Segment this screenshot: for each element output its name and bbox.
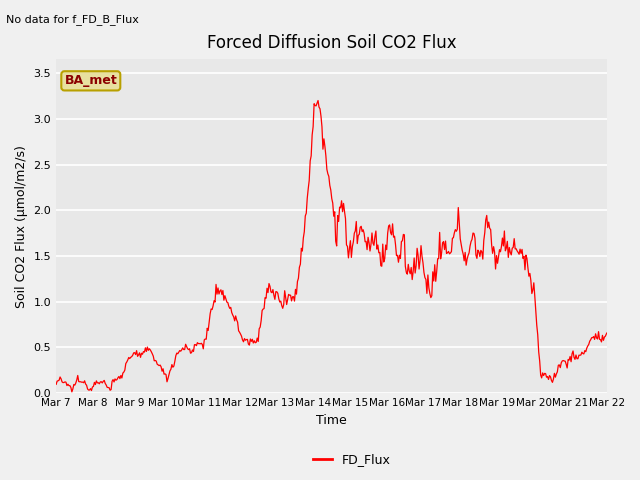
X-axis label: Time: Time	[316, 414, 347, 427]
Text: No data for f_FD_B_Flux: No data for f_FD_B_Flux	[6, 14, 140, 25]
Text: BA_met: BA_met	[65, 74, 117, 87]
Y-axis label: Soil CO2 Flux (μmol/m2/s): Soil CO2 Flux (μmol/m2/s)	[15, 145, 28, 308]
Title: Forced Diffusion Soil CO2 Flux: Forced Diffusion Soil CO2 Flux	[207, 34, 456, 52]
Legend: FD_Flux: FD_Flux	[308, 448, 396, 471]
